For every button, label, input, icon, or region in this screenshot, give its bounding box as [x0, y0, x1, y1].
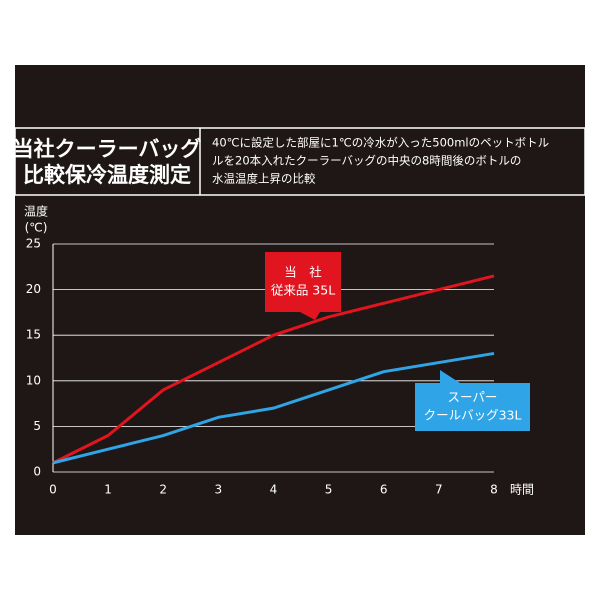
description-line: ルを20本入れたクーラーバッグの中央の8時間後のボトルの — [212, 154, 521, 168]
x-tick-label: 8 — [490, 483, 498, 497]
title-line: 比較保冷温度測定 — [23, 163, 191, 187]
y-tick-label: 25 — [26, 237, 41, 251]
y-label: 温度 — [24, 204, 48, 219]
callout-box — [415, 383, 530, 431]
description-line: 40℃に設定した部屋に1℃の冷水が入った500mlのペットボトル — [212, 136, 549, 150]
callout-box — [265, 252, 341, 312]
x-tick-label: 3 — [215, 483, 223, 497]
data-line — [52, 351, 495, 465]
series-label: クールバッグ33L — [424, 408, 522, 423]
x-tick-label: 7 — [435, 483, 443, 497]
x-tick-label: 6 — [380, 483, 388, 497]
x-tick-label: 1 — [104, 483, 112, 497]
y-tick-label: 5 — [33, 419, 41, 433]
description-line: 水温温度上昇の比較 — [212, 172, 316, 186]
y-label: (℃) — [25, 221, 48, 235]
y-tick-label: 15 — [26, 328, 41, 342]
y-tick-label: 0 — [33, 465, 41, 479]
series-label: 当 社 — [284, 265, 322, 280]
x-tick-label: 0 — [49, 483, 57, 497]
series-label: 従来品 35L — [271, 283, 335, 298]
series-label: スーパー — [448, 390, 498, 405]
callout-tip — [300, 312, 320, 320]
x-label: 時間 — [510, 483, 534, 497]
y-tick-label: 10 — [26, 373, 41, 387]
data-line — [52, 274, 495, 465]
y-tick-label: 20 — [26, 282, 41, 296]
title-line: 当社クーラーバッグ — [13, 137, 202, 161]
callout-tip — [440, 370, 460, 383]
header-box — [14, 127, 586, 196]
x-tick-label: 4 — [270, 483, 278, 497]
x-tick-label: 5 — [325, 483, 333, 497]
x-tick-label: 2 — [159, 483, 167, 497]
